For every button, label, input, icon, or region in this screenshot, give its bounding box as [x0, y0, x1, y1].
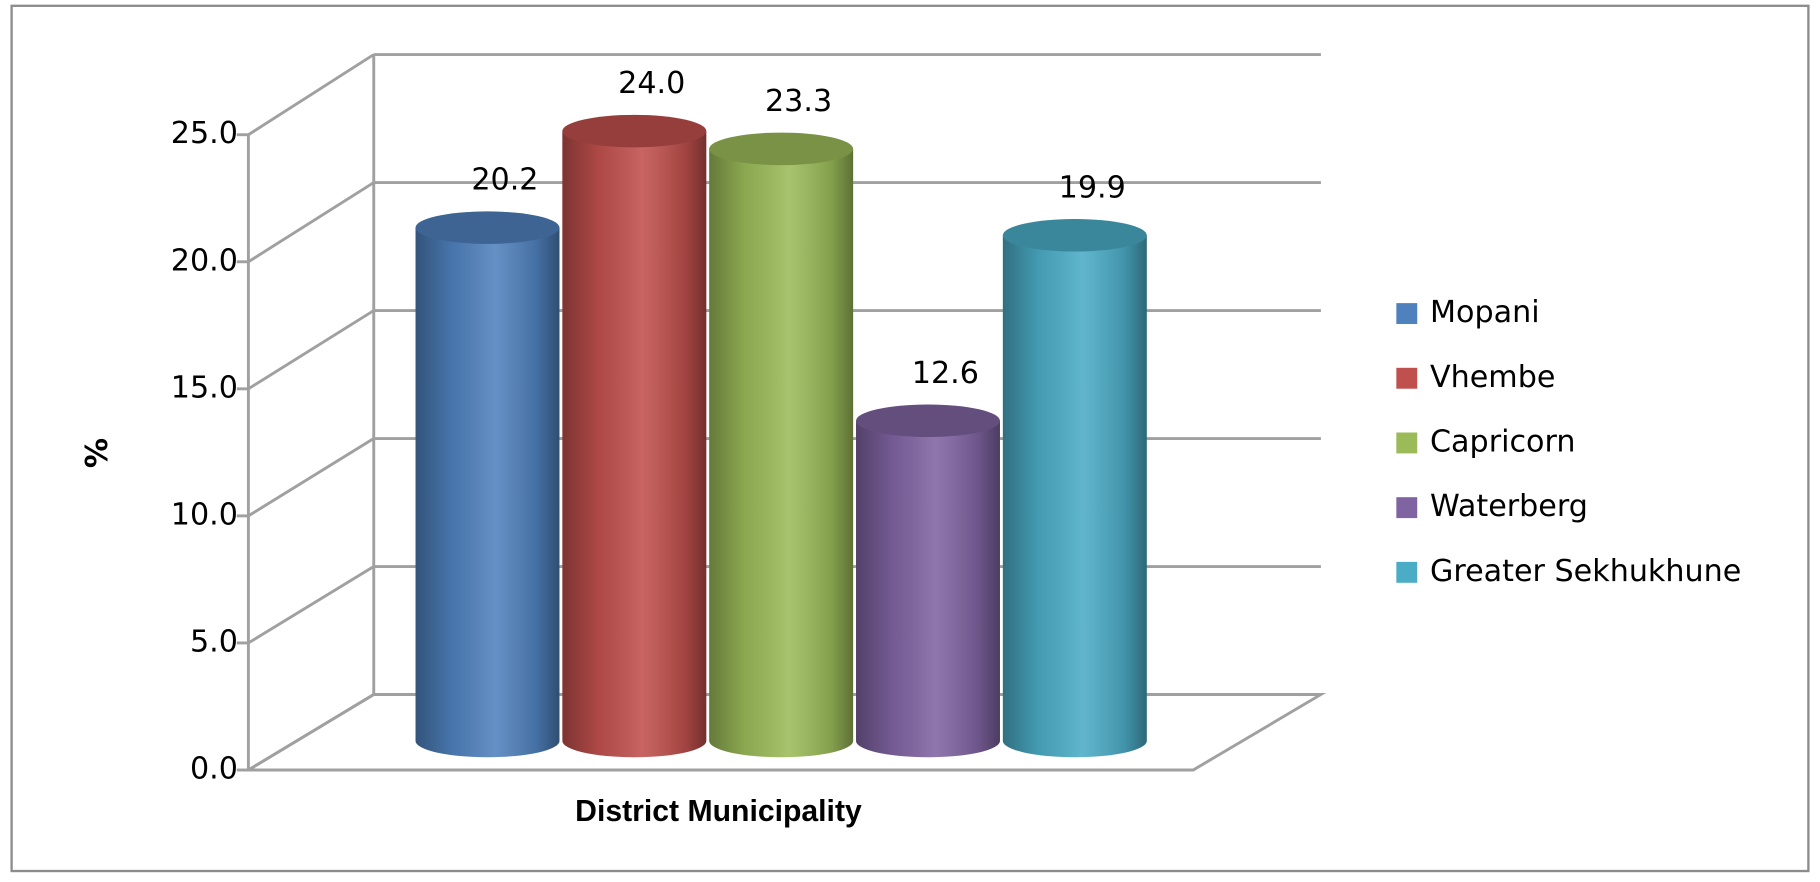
x-axis-title: District Municipality: [575, 795, 862, 828]
legend-label: Vhembe: [1430, 360, 1555, 395]
cylinder-shade: [562, 131, 707, 758]
side-grid-line: [247, 309, 375, 391]
cylinder-top-shade: [709, 132, 854, 166]
cylinder-shade: [856, 420, 1000, 758]
y-tick-label: 15.0: [171, 370, 238, 405]
cylinder-top-shade: [415, 211, 560, 244]
y-tick-label: 20.0: [171, 243, 238, 278]
y-tick-label: 0.0: [190, 751, 238, 786]
cylinder-shade: [415, 227, 560, 758]
legend-label: Mopani: [1430, 295, 1540, 330]
y-tick-label: 10.0: [171, 497, 238, 532]
cylinder-top: [709, 132, 854, 166]
cylinder-top-shade: [1002, 219, 1147, 252]
legend-label: Greater Sekhukhune: [1430, 554, 1741, 589]
y-tick-label: 5.0: [190, 624, 238, 659]
cylinder-top-shade: [856, 404, 1000, 438]
legend-swatch: [1396, 497, 1418, 519]
cylinder-shade: [1002, 235, 1147, 758]
side-grid-line: [247, 565, 375, 645]
cylinder-shade: [709, 148, 854, 758]
cylinder-top-shade: [562, 114, 707, 148]
data-label: 19.9: [1059, 170, 1126, 205]
legend-swatch: [1396, 432, 1418, 454]
data-label: 20.2: [471, 163, 538, 198]
y-tick-label: 25.0: [171, 116, 238, 151]
side-grid-line: [247, 181, 375, 264]
legend-swatch: [1396, 303, 1418, 325]
legend-swatch: [1396, 561, 1418, 583]
data-label: 23.3: [765, 84, 832, 119]
cylinder-top: [1002, 219, 1147, 252]
legend-label: Waterberg: [1430, 489, 1588, 524]
legend-label: Capricorn: [1430, 424, 1576, 459]
side-grid-line: [247, 693, 375, 772]
side-grid-line: [247, 437, 375, 518]
cylinder-top: [856, 404, 1000, 438]
cylinder-top: [562, 114, 707, 148]
data-label: 12.6: [912, 356, 979, 391]
y-axis-title: %: [80, 438, 115, 468]
cylinder-top: [415, 211, 560, 244]
data-label: 24.0: [618, 66, 685, 101]
side-grid-line: [247, 53, 375, 136]
legend-swatch: [1396, 367, 1418, 389]
